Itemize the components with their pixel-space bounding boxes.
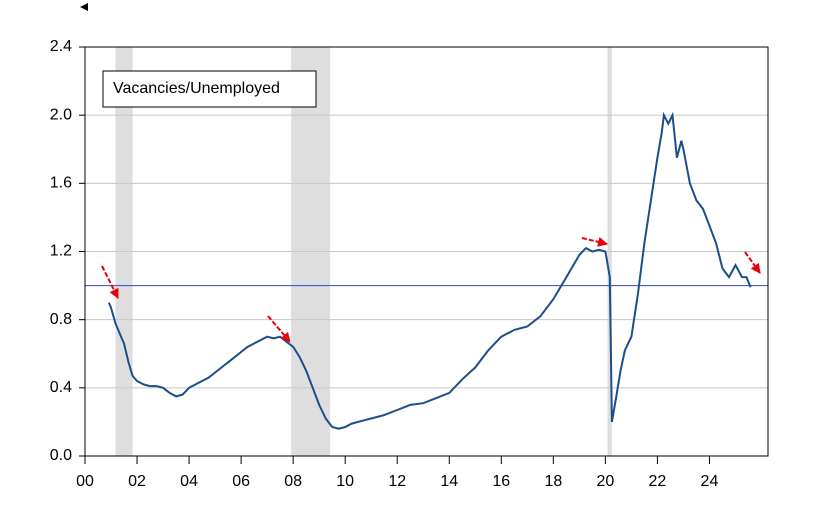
data-line bbox=[107, 111, 752, 430]
y-tick-label: 0.4 bbox=[50, 379, 72, 396]
y-tick-label: 1.2 bbox=[50, 243, 72, 260]
y-tick-label: 2.0 bbox=[50, 106, 72, 123]
y-tick-label: 0.0 bbox=[50, 447, 72, 464]
y-tick-label: 1.6 bbox=[50, 175, 72, 192]
annotation-arrow bbox=[581, 237, 608, 247]
legend-box bbox=[102, 70, 317, 108]
legend-label: Vacancies/Unemployed bbox=[113, 80, 280, 97]
annotation-arrow bbox=[101, 265, 119, 299]
annotation-arrow bbox=[267, 315, 291, 343]
x-tick-label: 06 bbox=[232, 473, 250, 490]
x-tick-label: 04 bbox=[180, 473, 198, 490]
x-tick-label: 24 bbox=[701, 473, 719, 490]
axes-frame bbox=[84, 46, 769, 457]
y-tick-label: 2.4 bbox=[50, 38, 72, 55]
x-tick-label: 16 bbox=[492, 473, 510, 490]
x-tick-label: 12 bbox=[388, 473, 406, 490]
x-tick-label: 14 bbox=[440, 473, 458, 490]
y-tick-label: 0.8 bbox=[50, 311, 72, 328]
nav-arrow bbox=[80, 3, 88, 11]
x-tick-label: 10 bbox=[336, 473, 354, 490]
x-tick-label: 18 bbox=[544, 473, 562, 490]
x-tick-label: 00 bbox=[76, 473, 94, 490]
x-tick-label: 02 bbox=[128, 473, 146, 490]
x-tick-label: 20 bbox=[596, 473, 614, 490]
plot-area: 0.0 0.4 0.8 1.2 1.6 2.0 2.4 00 02 04 06 08 10 12 14 16 1… bbox=[50, 38, 769, 490]
x-tick-label: 22 bbox=[649, 473, 667, 490]
annotation-arrow bbox=[744, 251, 761, 274]
x-tick-label: 08 bbox=[284, 473, 302, 490]
